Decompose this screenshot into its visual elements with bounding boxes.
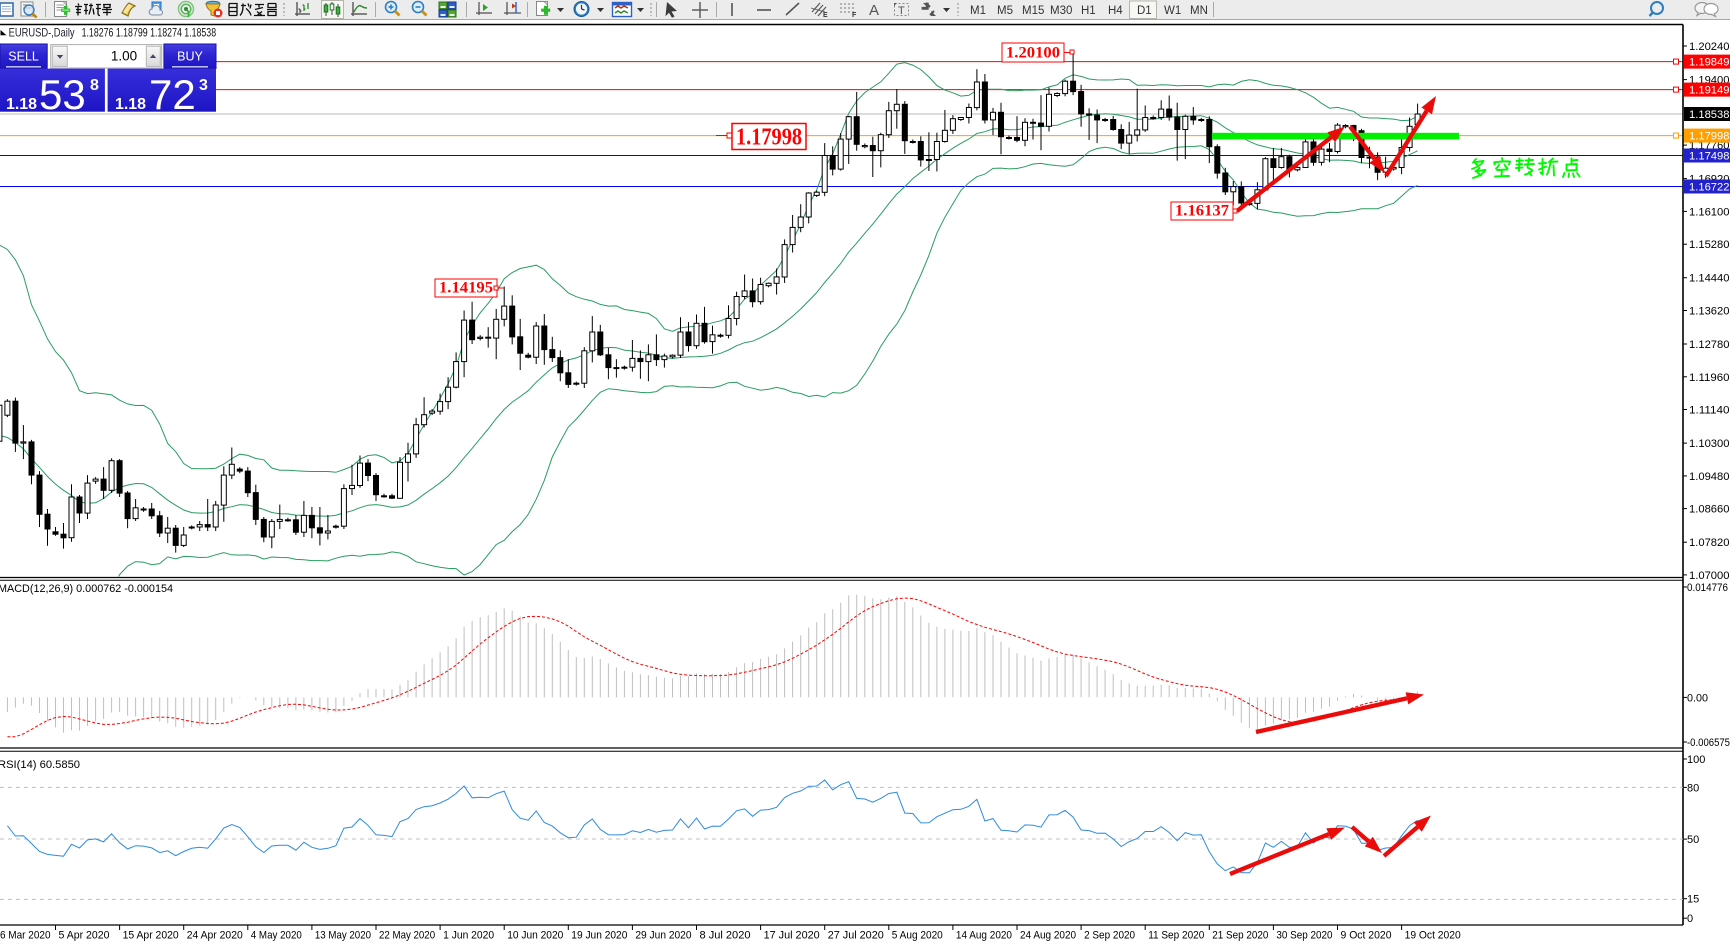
svg-text:W1: W1 [1164,5,1181,17]
svg-text:H4: H4 [1108,5,1123,17]
svg-text:80: 80 [1687,782,1699,794]
svg-text:M15: M15 [1022,5,1044,17]
svg-text:100: 100 [1687,754,1705,766]
svg-text:27 Jul 2020: 27 Jul 2020 [828,930,884,942]
svg-text:53: 53 [39,71,86,118]
svg-text:E: E [823,12,828,19]
svg-text:D1: D1 [1137,5,1152,17]
svg-text:0: 0 [1687,913,1693,925]
svg-text:SELL: SELL [8,50,39,64]
svg-text:1.20100: 1.20100 [1006,45,1060,62]
svg-text:H1: H1 [1081,5,1096,17]
svg-text:1.07820: 1.07820 [1689,537,1730,549]
svg-text:15: 15 [1687,894,1699,906]
svg-text:1.15280: 1.15280 [1689,239,1730,251]
svg-text:T: T [898,5,905,17]
svg-text:1.17498: 1.17498 [1689,151,1730,163]
svg-text:11 Sep 2020: 11 Sep 2020 [1148,930,1204,942]
svg-text:17 Jul 2020: 17 Jul 2020 [764,930,820,942]
svg-text:1.12780: 1.12780 [1689,339,1730,351]
svg-text:BUY: BUY [177,50,203,64]
svg-text:22 May 2020: 22 May 2020 [379,930,435,942]
svg-text:1.18: 1.18 [6,96,37,113]
svg-text:1.10300: 1.10300 [1689,438,1730,450]
svg-text:1.18538: 1.18538 [1689,109,1730,121]
svg-text:5 Aug 2020: 5 Aug 2020 [892,930,943,942]
svg-text:24 Aug 2020: 24 Aug 2020 [1020,930,1076,942]
svg-text:29 Jun 2020: 29 Jun 2020 [635,930,691,942]
svg-text:1.20240: 1.20240 [1689,41,1730,53]
svg-text:1 Jun 2020: 1 Jun 2020 [443,930,494,942]
svg-text:5 Apr 2020: 5 Apr 2020 [59,930,110,942]
svg-text:9 Oct 2020: 9 Oct 2020 [1341,930,1392,942]
svg-text:50: 50 [1687,834,1699,846]
svg-text:1.18: 1.18 [115,96,146,113]
svg-text:0.00: 0.00 [1687,692,1708,704]
svg-text:EURUSD-,Daily: EURUSD-,Daily [9,26,75,40]
svg-text:MACD(12,26,9) 0.000762 -0.0001: MACD(12,26,9) 0.000762 -0.000154 [0,583,173,595]
svg-text:15 Apr 2020: 15 Apr 2020 [123,930,179,942]
svg-text:1.19149: 1.19149 [1689,85,1730,97]
svg-text:14 Aug 2020: 14 Aug 2020 [956,930,1012,942]
svg-text:1.16100: 1.16100 [1689,206,1730,218]
svg-text:A: A [869,2,879,19]
svg-text:21 Sep 2020: 21 Sep 2020 [1212,930,1268,942]
svg-text:19 Oct 2020: 19 Oct 2020 [1405,930,1461,942]
svg-text:30 Sep 2020: 30 Sep 2020 [1276,930,1332,942]
svg-text:0.014776: 0.014776 [1687,582,1728,594]
svg-text:1.08660: 1.08660 [1689,504,1730,516]
svg-text:M1: M1 [970,5,986,17]
svg-text:M30: M30 [1050,5,1072,17]
svg-text:26 Mar 2020: 26 Mar 2020 [0,930,50,942]
svg-text:1.18276 1.18799 1.18274 1.1853: 1.18276 1.18799 1.18274 1.18538 [82,26,217,40]
svg-text:RSI(14) 60.5850: RSI(14) 60.5850 [0,759,80,771]
svg-text:F: F [852,12,857,19]
svg-text:3: 3 [199,77,208,94]
svg-text:1.07000: 1.07000 [1689,570,1730,582]
svg-text:1.16722: 1.16722 [1689,182,1730,194]
svg-text:8 Jul 2020: 8 Jul 2020 [700,930,751,942]
svg-text:1.14195: 1.14195 [439,280,493,297]
svg-text:72: 72 [149,71,196,118]
svg-text:1.17998: 1.17998 [1689,131,1730,143]
svg-text:1.14440: 1.14440 [1689,273,1730,285]
svg-text:24 Apr 2020: 24 Apr 2020 [187,930,243,942]
svg-text:2 Sep 2020: 2 Sep 2020 [1084,930,1135,942]
svg-text:1.16137: 1.16137 [1175,203,1229,220]
svg-text:1.19849: 1.19849 [1689,57,1730,69]
svg-text:10 Jun 2020: 10 Jun 2020 [507,930,563,942]
svg-text:4 May 2020: 4 May 2020 [251,930,302,942]
svg-text:-0.006575: -0.006575 [1687,737,1730,749]
svg-text:8: 8 [90,77,99,94]
svg-text:1.09480: 1.09480 [1689,471,1730,483]
svg-text:1.11140: 1.11140 [1689,405,1730,417]
svg-text:MN: MN [1190,5,1208,17]
svg-text:1.00: 1.00 [111,49,137,64]
svg-text:1.13620: 1.13620 [1689,306,1730,318]
svg-text:M5: M5 [997,5,1013,17]
svg-text:19 Jun 2020: 19 Jun 2020 [571,930,627,942]
svg-text:1.17998: 1.17998 [736,125,802,151]
svg-text:13 May 2020: 13 May 2020 [315,930,371,942]
svg-text:1.11960: 1.11960 [1689,372,1730,384]
